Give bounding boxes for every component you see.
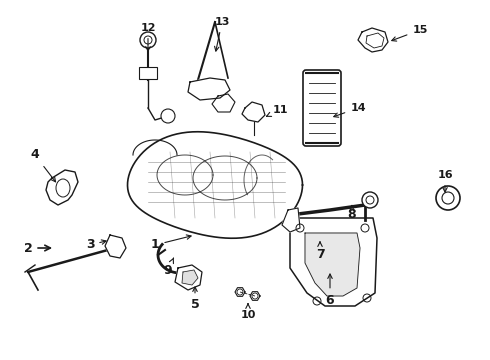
Polygon shape: [175, 265, 202, 290]
Text: 12: 12: [140, 23, 156, 51]
Circle shape: [140, 32, 156, 48]
Text: 1: 1: [150, 235, 191, 252]
Text: 14: 14: [334, 103, 366, 117]
Circle shape: [161, 109, 175, 123]
Polygon shape: [235, 288, 245, 296]
FancyBboxPatch shape: [303, 70, 341, 146]
Text: 7: 7: [316, 242, 324, 261]
Polygon shape: [282, 208, 300, 232]
Polygon shape: [188, 78, 230, 100]
Polygon shape: [127, 132, 302, 238]
Polygon shape: [105, 235, 126, 258]
Text: 3: 3: [86, 238, 106, 252]
Text: 16: 16: [437, 170, 453, 192]
Text: 15: 15: [392, 25, 428, 41]
Text: 5: 5: [191, 287, 199, 311]
Polygon shape: [305, 233, 360, 296]
Circle shape: [436, 186, 460, 210]
Text: 13: 13: [214, 17, 230, 51]
Polygon shape: [366, 33, 384, 48]
Text: 6: 6: [326, 274, 334, 306]
Text: 10: 10: [240, 304, 256, 320]
Polygon shape: [182, 270, 198, 285]
Polygon shape: [242, 102, 265, 122]
Text: 8: 8: [348, 206, 356, 221]
Polygon shape: [250, 292, 260, 300]
Text: 4: 4: [30, 148, 55, 182]
Polygon shape: [290, 218, 377, 306]
Polygon shape: [358, 28, 388, 52]
Text: 11: 11: [267, 105, 288, 116]
Polygon shape: [46, 170, 78, 205]
Circle shape: [362, 192, 378, 208]
Polygon shape: [212, 94, 235, 112]
Text: 9: 9: [164, 258, 173, 276]
Text: 2: 2: [24, 242, 50, 255]
FancyBboxPatch shape: [139, 67, 157, 79]
